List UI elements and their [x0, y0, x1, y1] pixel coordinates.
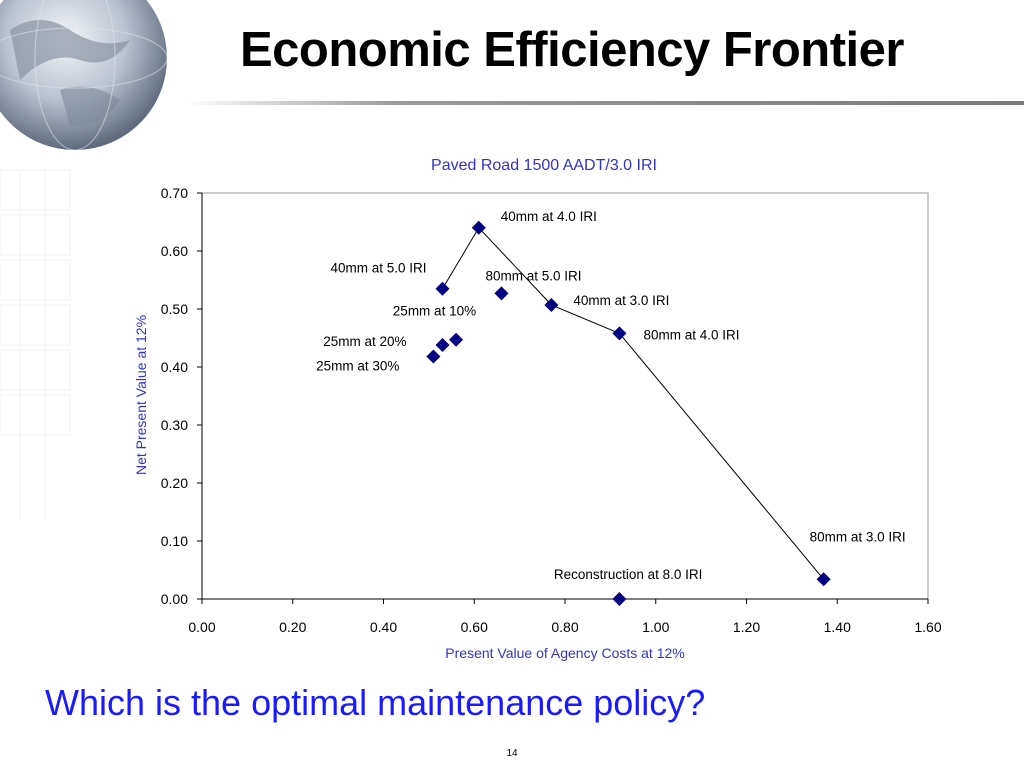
x-tick-label: 0.60 — [461, 619, 488, 635]
data-label: 80mm at 3.0 IRI — [810, 529, 906, 544]
x-tick-label: 1.20 — [733, 619, 760, 635]
data-point — [544, 297, 559, 312]
data-label: Reconstruction at 8.0 IRI — [554, 567, 703, 582]
question-text: Which is the optimal maintenance policy? — [45, 682, 706, 723]
data-point — [494, 286, 509, 301]
data-label: 25mm at 30% — [316, 359, 399, 374]
data-label: 25mm at 10% — [393, 304, 476, 319]
data-label: 80mm at 4.0 IRI — [643, 327, 739, 342]
y-tick-label: 0.60 — [161, 243, 188, 259]
y-tick-label: 0.50 — [161, 301, 188, 317]
x-tick-label: 0.80 — [551, 619, 578, 635]
data-point — [612, 326, 627, 341]
y-tick-label: 0.00 — [161, 591, 188, 607]
x-tick-label: 0.20 — [279, 619, 306, 635]
y-tick-label: 0.30 — [161, 417, 188, 433]
y-tick-label: 0.10 — [161, 533, 188, 549]
x-tick-label: 1.60 — [914, 619, 941, 635]
data-point — [612, 592, 627, 606]
data-label: 40mm at 3.0 IRI — [573, 293, 669, 308]
data-label: 40mm at 5.0 IRI — [330, 261, 426, 276]
data-label: 25mm at 20% — [323, 334, 406, 349]
data-point — [471, 220, 486, 235]
x-axis-label: Present Value of Agency Costs at 12% — [445, 645, 684, 661]
chart-title: Paved Road 1500 AADT/3.0 IRI — [431, 157, 657, 174]
data-point — [435, 337, 450, 352]
data-point — [816, 572, 831, 587]
data-point — [449, 332, 464, 347]
y-axis-label: Net Present Value at 12% — [133, 315, 149, 475]
y-tick-label: 0.20 — [161, 475, 188, 491]
data-point — [435, 281, 450, 296]
x-tick-label: 0.40 — [370, 619, 397, 635]
y-tick-label: 0.40 — [161, 359, 188, 375]
x-tick-label: 1.40 — [824, 619, 851, 635]
slide-title: Economic Efficiency Frontier — [240, 23, 905, 77]
x-tick-label: 1.00 — [642, 619, 669, 635]
y-tick-label: 0.70 — [161, 185, 188, 201]
data-label: 40mm at 4.0 IRI — [501, 209, 597, 224]
data-label: 80mm at 5.0 IRI — [485, 268, 581, 283]
data-point — [426, 349, 441, 364]
page-number: 14 — [506, 748, 518, 759]
x-tick-label: 0.00 — [188, 619, 215, 635]
